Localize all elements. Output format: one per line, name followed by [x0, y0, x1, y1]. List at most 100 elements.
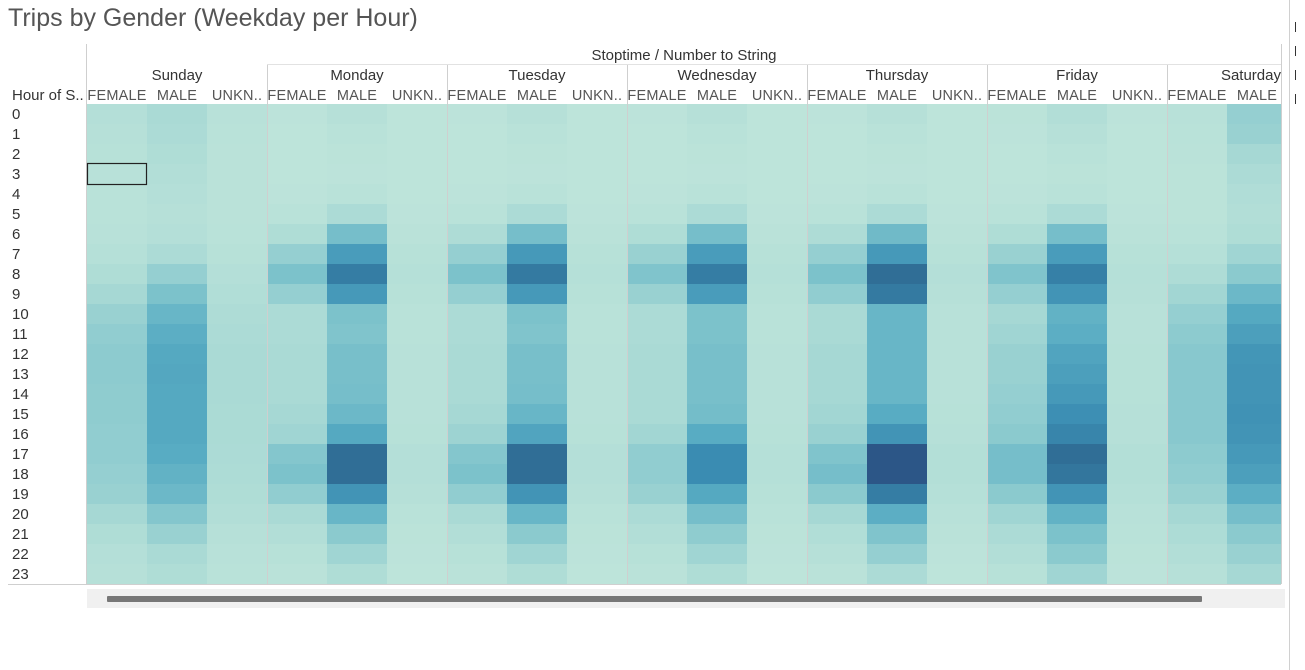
heatmap-cell[interactable]	[987, 184, 1047, 204]
heatmap-cell[interactable]	[87, 524, 147, 544]
heatmap-cell[interactable]	[327, 464, 387, 484]
heatmap-cell[interactable]	[747, 224, 807, 244]
heatmap-cell[interactable]	[567, 124, 627, 144]
heatmap-cell[interactable]	[147, 104, 207, 124]
heatmap-cell[interactable]	[147, 444, 207, 464]
horizontal-scrollbar[interactable]	[87, 589, 1285, 608]
heatmap-cell[interactable]	[207, 224, 267, 244]
heatmap-cell[interactable]	[867, 544, 927, 564]
heatmap-cell[interactable]	[687, 324, 747, 344]
heatmap-cell[interactable]	[1107, 204, 1167, 224]
heatmap-cell[interactable]	[807, 184, 867, 204]
heatmap-cell[interactable]	[87, 564, 147, 584]
heatmap-cell[interactable]	[507, 284, 567, 304]
heatmap-cell[interactable]	[507, 464, 567, 484]
heatmap-cell[interactable]	[1047, 524, 1107, 544]
heatmap-cell[interactable]	[627, 264, 687, 284]
heatmap-cell[interactable]	[507, 264, 567, 284]
heatmap-cell[interactable]	[387, 144, 447, 164]
heatmap-cell[interactable]	[87, 444, 147, 464]
heatmap-cell[interactable]	[567, 164, 627, 184]
heatmap-cell[interactable]	[1227, 104, 1281, 124]
heatmap-cell[interactable]	[1107, 444, 1167, 464]
heatmap-cell[interactable]	[267, 164, 327, 184]
heatmap-cell[interactable]	[567, 304, 627, 324]
heatmap-cell[interactable]	[627, 464, 687, 484]
heatmap-cell[interactable]	[447, 404, 507, 424]
heatmap-cell[interactable]	[627, 284, 687, 304]
heatmap-cell[interactable]	[147, 464, 207, 484]
heatmap-cell[interactable]	[387, 384, 447, 404]
heatmap-cell[interactable]	[747, 444, 807, 464]
heatmap-cell[interactable]	[387, 524, 447, 544]
heatmap-cell[interactable]	[327, 504, 387, 524]
heatmap-cell[interactable]	[267, 364, 327, 384]
heatmap-cell[interactable]	[987, 324, 1047, 344]
heatmap-cell[interactable]	[507, 424, 567, 444]
heatmap-cell[interactable]	[867, 244, 927, 264]
heatmap-cell[interactable]	[87, 324, 147, 344]
heatmap-cell[interactable]	[267, 224, 327, 244]
heatmap-cell[interactable]	[387, 124, 447, 144]
heatmap-cell[interactable]	[1227, 524, 1281, 544]
heatmap-cell[interactable]	[1047, 264, 1107, 284]
heatmap-cell[interactable]	[1227, 304, 1281, 324]
heatmap-cell[interactable]	[447, 464, 507, 484]
heatmap-cell[interactable]	[987, 504, 1047, 524]
heatmap-cell[interactable]	[807, 484, 867, 504]
heatmap-cell[interactable]	[807, 344, 867, 364]
heatmap-cell[interactable]	[147, 244, 207, 264]
heatmap-cell[interactable]	[1107, 364, 1167, 384]
heatmap-cell[interactable]	[1227, 244, 1281, 264]
heatmap-cell[interactable]	[1107, 184, 1167, 204]
heatmap-cell[interactable]	[1047, 344, 1107, 364]
heatmap-cell[interactable]	[567, 264, 627, 284]
heatmap-cell[interactable]	[867, 164, 927, 184]
heatmap-cell[interactable]	[387, 324, 447, 344]
heatmap-cell[interactable]	[1167, 284, 1227, 304]
heatmap-cell[interactable]	[447, 244, 507, 264]
heatmap-cell[interactable]	[87, 224, 147, 244]
heatmap-cell[interactable]	[627, 324, 687, 344]
heatmap-cell[interactable]	[447, 204, 507, 224]
heatmap-cell[interactable]	[87, 264, 147, 284]
heatmap-cell[interactable]	[387, 424, 447, 444]
heatmap-cell[interactable]	[447, 364, 507, 384]
heatmap-cell[interactable]	[207, 164, 267, 184]
heatmap-cell[interactable]	[927, 424, 987, 444]
heatmap-cell[interactable]	[207, 304, 267, 324]
heatmap-cell[interactable]	[327, 404, 387, 424]
heatmap-cell[interactable]	[867, 124, 927, 144]
heatmap-cell[interactable]	[927, 524, 987, 544]
heatmap-cell[interactable]	[1047, 364, 1107, 384]
heatmap-cell[interactable]	[987, 344, 1047, 364]
heatmap-cell[interactable]	[1107, 264, 1167, 284]
heatmap-cell[interactable]	[327, 484, 387, 504]
heatmap-cell[interactable]	[927, 384, 987, 404]
heatmap-cell[interactable]	[207, 264, 267, 284]
heatmap-cell[interactable]	[1167, 404, 1227, 424]
heatmap-cell[interactable]	[627, 424, 687, 444]
heatmap-cell[interactable]	[207, 284, 267, 304]
heatmap-cell[interactable]	[567, 544, 627, 564]
heatmap-cell[interactable]	[687, 304, 747, 324]
heatmap-cell[interactable]	[987, 524, 1047, 544]
heatmap-cell[interactable]	[507, 404, 567, 424]
heatmap-cell[interactable]	[627, 504, 687, 524]
heatmap-cell[interactable]	[987, 484, 1047, 504]
heatmap-cell[interactable]	[1047, 444, 1107, 464]
heatmap-cell[interactable]	[267, 104, 327, 124]
heatmap-cell[interactable]	[987, 244, 1047, 264]
heatmap-cell[interactable]	[207, 404, 267, 424]
heatmap-cell[interactable]	[627, 224, 687, 244]
heatmap-cell[interactable]	[687, 264, 747, 284]
heatmap-cell[interactable]	[507, 384, 567, 404]
heatmap-cell[interactable]	[507, 244, 567, 264]
heatmap-cell[interactable]	[927, 124, 987, 144]
heatmap-cell[interactable]	[687, 224, 747, 244]
heatmap-cell[interactable]	[567, 104, 627, 124]
heatmap-cell[interactable]	[1107, 124, 1167, 144]
heatmap-cell[interactable]	[267, 424, 327, 444]
heatmap-cell[interactable]	[447, 484, 507, 504]
heatmap-cell[interactable]	[747, 564, 807, 584]
